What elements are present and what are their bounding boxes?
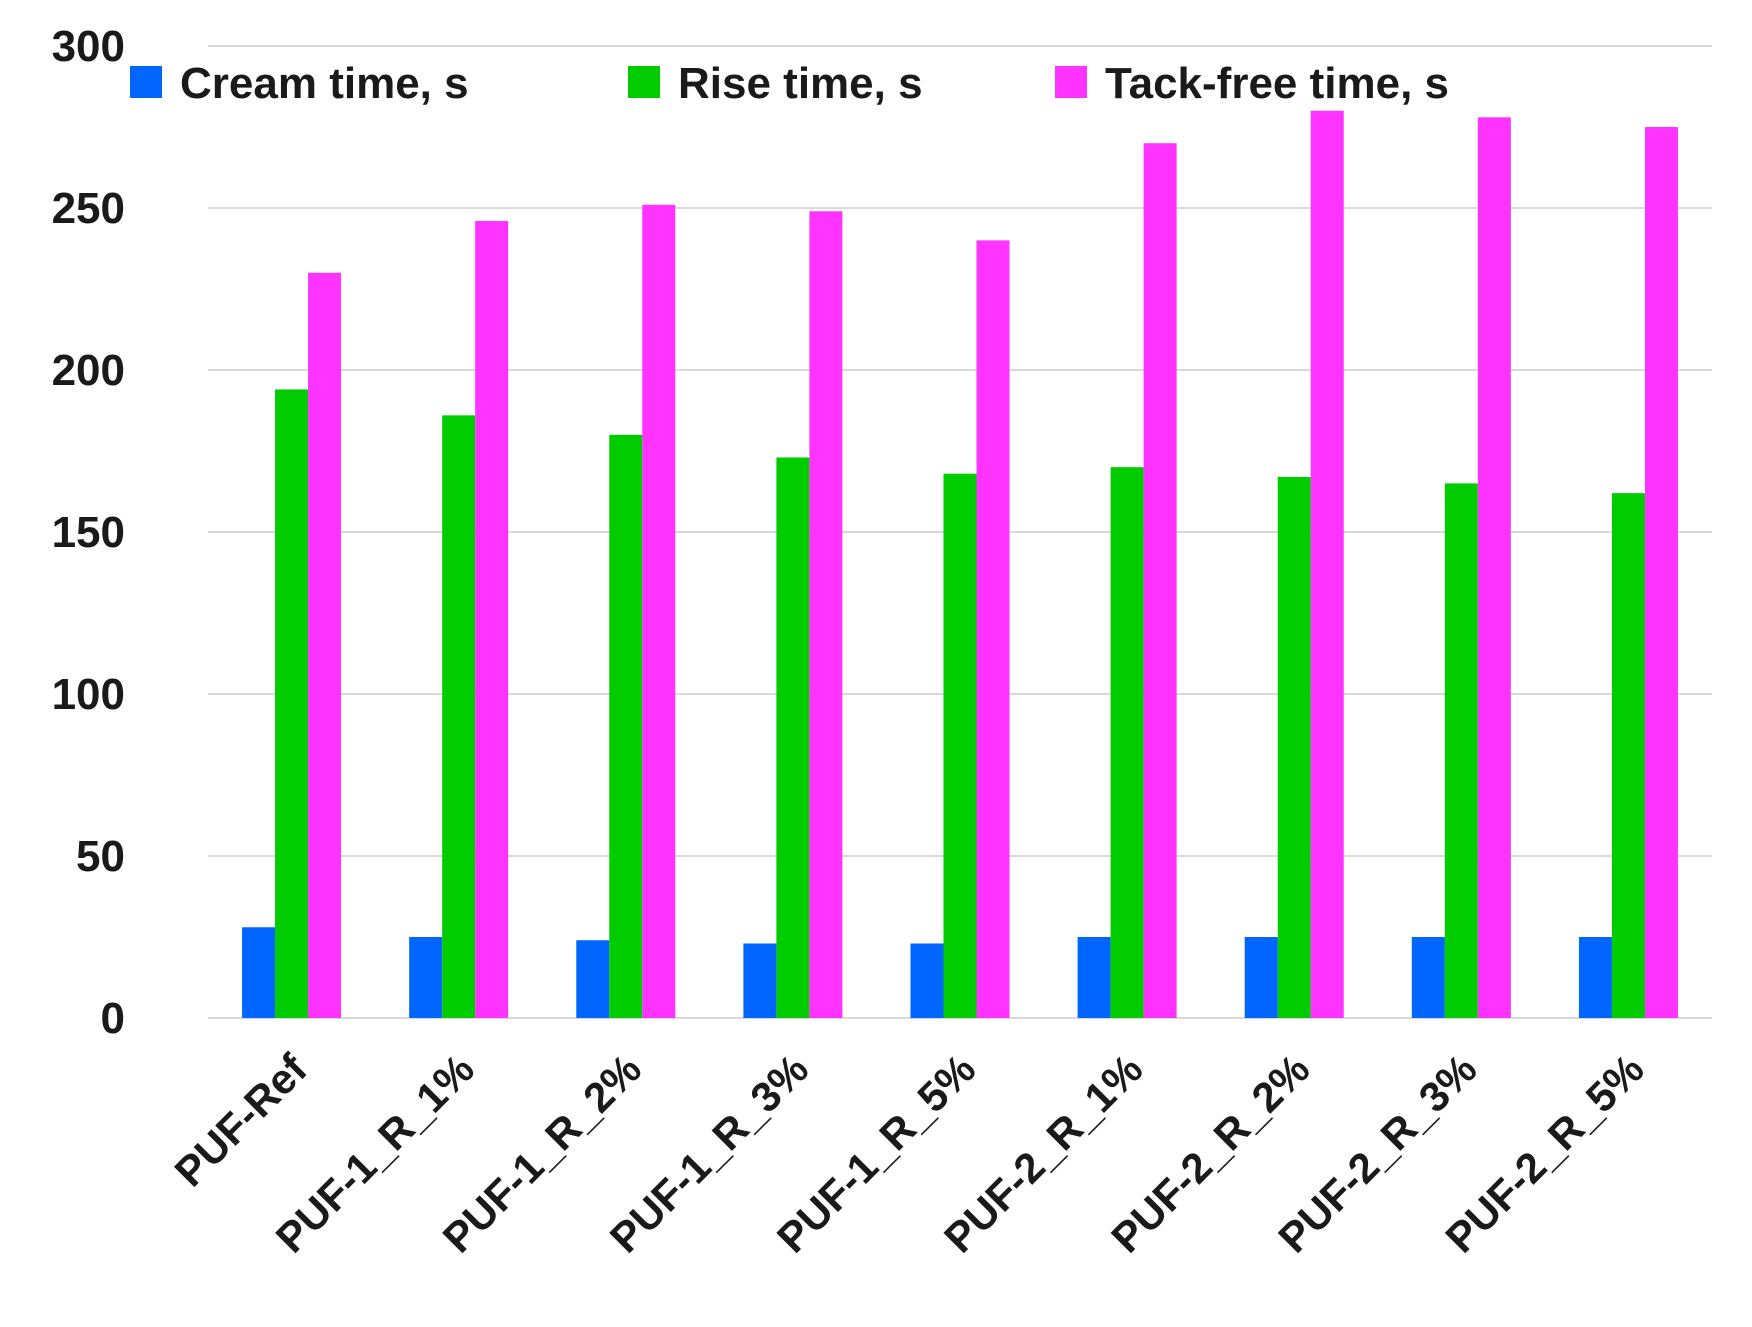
legend-swatch xyxy=(1055,66,1087,98)
bar xyxy=(1244,937,1278,1018)
bar xyxy=(1143,143,1177,1018)
bar xyxy=(242,927,276,1018)
bar xyxy=(442,415,476,1018)
y-tick-label: 250 xyxy=(52,184,125,233)
legend-swatch xyxy=(628,66,660,98)
legend-label: Cream time, s xyxy=(180,59,469,108)
bar xyxy=(1077,937,1111,1018)
bar xyxy=(642,204,676,1018)
bar xyxy=(943,473,977,1018)
y-tick-label: 300 xyxy=(52,22,125,71)
bar xyxy=(1411,937,1445,1018)
bar xyxy=(1277,476,1311,1018)
legend-label: Rise time, s xyxy=(678,59,923,108)
legend-label: Tack-free time, s xyxy=(1105,59,1449,108)
y-tick-label: 0 xyxy=(101,994,125,1043)
y-tick-label: 50 xyxy=(76,832,125,881)
bar xyxy=(776,457,810,1019)
x-tick-label: PUF-Ref xyxy=(166,1044,317,1195)
y-axis-ticks: 0 50 100 150 200 250 300 xyxy=(52,22,125,1043)
bar xyxy=(1611,493,1645,1018)
bar xyxy=(308,272,342,1018)
y-tick-label: 100 xyxy=(52,670,125,719)
bar xyxy=(576,940,610,1018)
legend-swatch xyxy=(130,66,162,98)
bar xyxy=(743,943,777,1018)
y-tick-label: 200 xyxy=(52,346,125,395)
bar xyxy=(409,937,443,1018)
bar xyxy=(910,943,944,1018)
bar xyxy=(1477,117,1511,1018)
x-axis-ticks: PUF-RefPUF-1_R_1%PUF-1_R_2%PUF-1_R_3%PUF… xyxy=(166,1044,1653,1261)
bar xyxy=(1578,937,1612,1018)
bar xyxy=(1310,110,1344,1019)
y-tick-label: 150 xyxy=(52,508,125,557)
bars xyxy=(242,110,1678,1019)
bar xyxy=(1444,483,1478,1018)
bar xyxy=(475,220,509,1018)
bar xyxy=(1110,467,1144,1018)
bar xyxy=(976,240,1010,1018)
legend: Cream time, s Rise time, s Tack-free time,… xyxy=(130,59,1449,108)
bar xyxy=(809,211,843,1019)
bar xyxy=(1644,127,1678,1018)
bar xyxy=(275,389,309,1018)
bar xyxy=(609,434,643,1018)
